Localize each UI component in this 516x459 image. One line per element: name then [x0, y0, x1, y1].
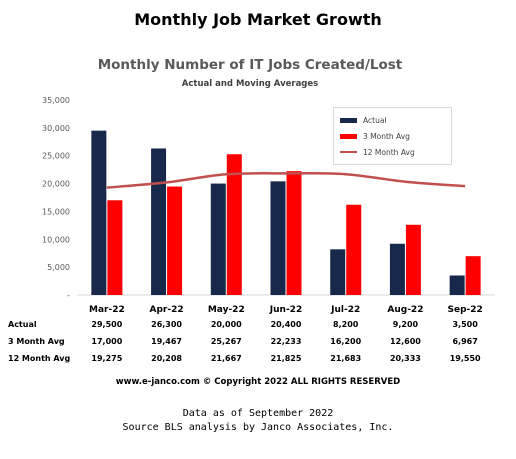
bar-actual — [151, 148, 167, 295]
table-cell: 17,000 — [91, 337, 122, 346]
page-title: Monthly Job Market Growth — [134, 10, 382, 29]
y-tick-label: 30,000 — [42, 124, 70, 133]
table-cell: 20,208 — [151, 354, 182, 363]
legend-label-actual: Actual — [363, 115, 387, 125]
bar-3-month-avg — [107, 200, 123, 295]
table-cell: 6,967 — [452, 337, 477, 346]
footer-source: Source BLS analysis by Janco Associates,… — [122, 422, 394, 433]
table-row-label: Actual — [8, 320, 37, 329]
table-cell: 3,500 — [452, 320, 478, 329]
table-cell: 29,500 — [91, 320, 122, 329]
table-cell: 21,683 — [330, 354, 361, 363]
table-cell: 25,267 — [211, 337, 242, 346]
bar-3-month-avg — [167, 186, 183, 295]
x-category-label: Sep-22 — [447, 305, 482, 315]
table-cell: 8,200 — [333, 320, 359, 329]
y-tick-label: - — [67, 291, 70, 300]
table-cell: 19,275 — [91, 354, 122, 363]
table-cell: 26,300 — [151, 320, 182, 329]
legend-label-3-month-avg: 3 Month Avg — [363, 131, 410, 141]
x-category-label: May-22 — [208, 305, 245, 315]
table-row-label: 12 Month Avg — [8, 354, 70, 363]
x-category-label: Apr-22 — [150, 305, 184, 315]
table-cell: 16,200 — [330, 337, 361, 346]
x-category-label: Jun-22 — [269, 305, 302, 315]
chart-legend: Actual 3 Month Avg 12 Month Avg — [333, 107, 452, 165]
table-cell: 9,200 — [393, 320, 419, 329]
bar-actual — [270, 181, 286, 295]
table-cell: 19,467 — [151, 337, 182, 346]
legend-item-3-month-avg: 3 Month Avg — [340, 130, 410, 142]
copyright-line: www.e-janco.com © Copyright 2022 ALL RIG… — [115, 377, 401, 387]
bar-3-month-avg — [286, 171, 302, 295]
table-cell: 20,400 — [271, 320, 302, 329]
x-category-label: Aug-22 — [387, 305, 423, 315]
table-cell: 21,667 — [211, 354, 242, 363]
y-tick-label: 20,000 — [42, 180, 70, 189]
y-tick-label: 25,000 — [42, 152, 70, 161]
y-tick-label: 10,000 — [42, 235, 70, 244]
legend-item-actual: Actual — [340, 114, 387, 126]
table-cell: 20,333 — [390, 354, 421, 363]
y-tick-label: 5,000 — [47, 263, 70, 272]
chart-title: Monthly Number of IT Jobs Created/Lost — [97, 57, 403, 73]
legend-label-12-month-avg: 12 Month Avg — [363, 147, 415, 157]
x-category-label: Mar-22 — [89, 305, 125, 315]
bar-actual — [449, 275, 465, 295]
bar-3-month-avg — [346, 204, 362, 295]
line-12-month-avg — [106, 172, 466, 189]
legend-swatch-actual — [340, 117, 357, 123]
table-cell: 22,233 — [271, 337, 302, 346]
legend-item-12-month-avg: 12 Month Avg — [340, 146, 415, 158]
bar-actual — [389, 243, 405, 295]
table-cell: 19,550 — [450, 354, 481, 363]
chart-subtitle: Actual and Moving Averages — [181, 79, 319, 89]
bar-actual — [91, 130, 107, 295]
bar-actual — [210, 183, 226, 295]
x-category-label: Jul-22 — [330, 305, 360, 315]
legend-swatch-12-month-avg — [340, 151, 357, 153]
table-cell: 20,000 — [211, 320, 242, 329]
y-tick-label: 35,000 — [42, 96, 70, 105]
table-cell: 21,825 — [271, 354, 302, 363]
bar-actual — [330, 249, 346, 295]
legend-swatch-3-month-avg — [340, 133, 357, 139]
bar-3-month-avg — [405, 224, 421, 295]
y-tick-label: 15,000 — [42, 207, 70, 216]
bar-3-month-avg — [465, 256, 481, 295]
footer-data-as-of: Data as of September 2022 — [182, 408, 334, 419]
bar-3-month-avg — [226, 154, 242, 295]
table-row-label: 3 Month Avg — [8, 337, 65, 346]
table-cell: 12,600 — [390, 337, 421, 346]
